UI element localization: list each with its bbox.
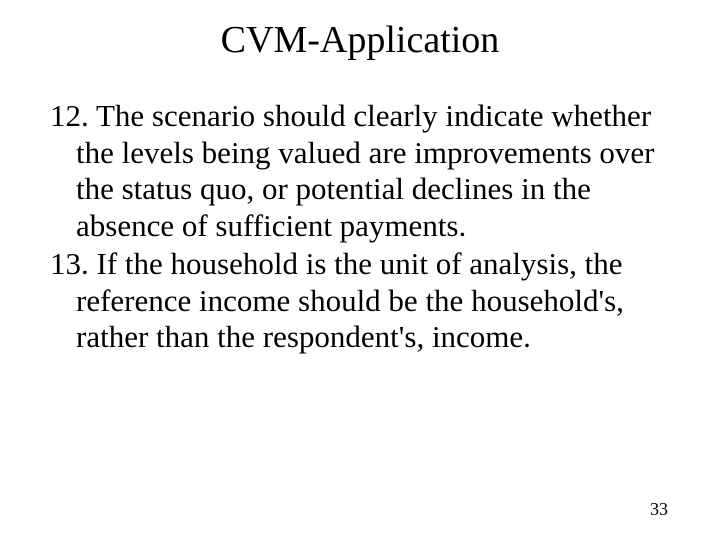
- item-number: 12.: [50, 98, 89, 133]
- slide-body: 12. The scenario should clearly indicate…: [50, 98, 670, 356]
- item-number: 13.: [50, 246, 89, 281]
- list-item: 13. If the household is the unit of anal…: [50, 246, 670, 356]
- list-item-text: 12. The scenario should clearly indicate…: [50, 98, 670, 244]
- page-number: 33: [650, 499, 668, 520]
- list-item: 12. The scenario should clearly indicate…: [50, 98, 670, 244]
- slide-title: CVM-Application: [50, 18, 670, 62]
- item-body: If the household is the unit of analysis…: [76, 246, 624, 354]
- slide-container: CVM-Application 12. The scenario should …: [0, 0, 720, 540]
- item-body: The scenario should clearly indicate whe…: [76, 98, 654, 243]
- list-item-text: 13. If the household is the unit of anal…: [50, 246, 670, 356]
